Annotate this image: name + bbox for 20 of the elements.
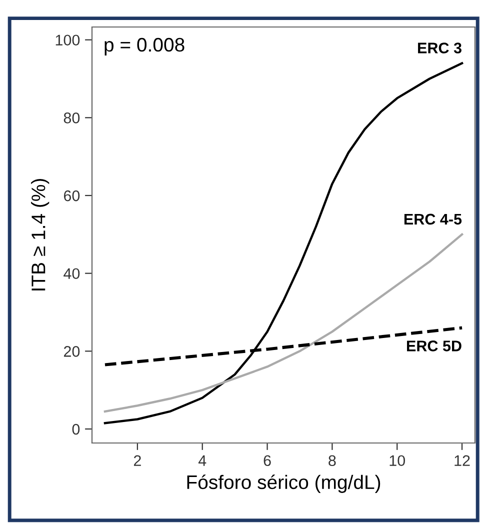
y-tick-label: 80 <box>64 112 80 124</box>
y-tick-label: 60 <box>64 190 80 202</box>
x-axis-title: Fósforo sérico (mg/dL) <box>187 474 380 493</box>
series-label: ERC 4-5 <box>404 214 462 225</box>
y-tick-label: 0 <box>72 424 80 435</box>
x-tick-label: 6 <box>264 455 271 466</box>
series-label: ERC 3 <box>418 42 462 54</box>
y-tick-label: 40 <box>64 268 80 280</box>
x-tick-label: 12 <box>454 455 470 466</box>
line-series <box>104 62 464 424</box>
x-tick-label: 2 <box>134 455 141 466</box>
y-tick-label: 100 <box>56 34 80 46</box>
line-series <box>104 233 464 413</box>
x-tick-label: 8 <box>328 455 336 466</box>
series-label: ERC 5D <box>407 340 462 352</box>
annotation: p = 0.008 <box>104 38 184 56</box>
y-tick-label: 20 <box>64 346 80 357</box>
y-axis-title: ITB ≥ 1.4 (%) <box>31 179 50 290</box>
x-tick-label: 10 <box>390 455 405 466</box>
x-tick-label: 4 <box>198 455 206 466</box>
